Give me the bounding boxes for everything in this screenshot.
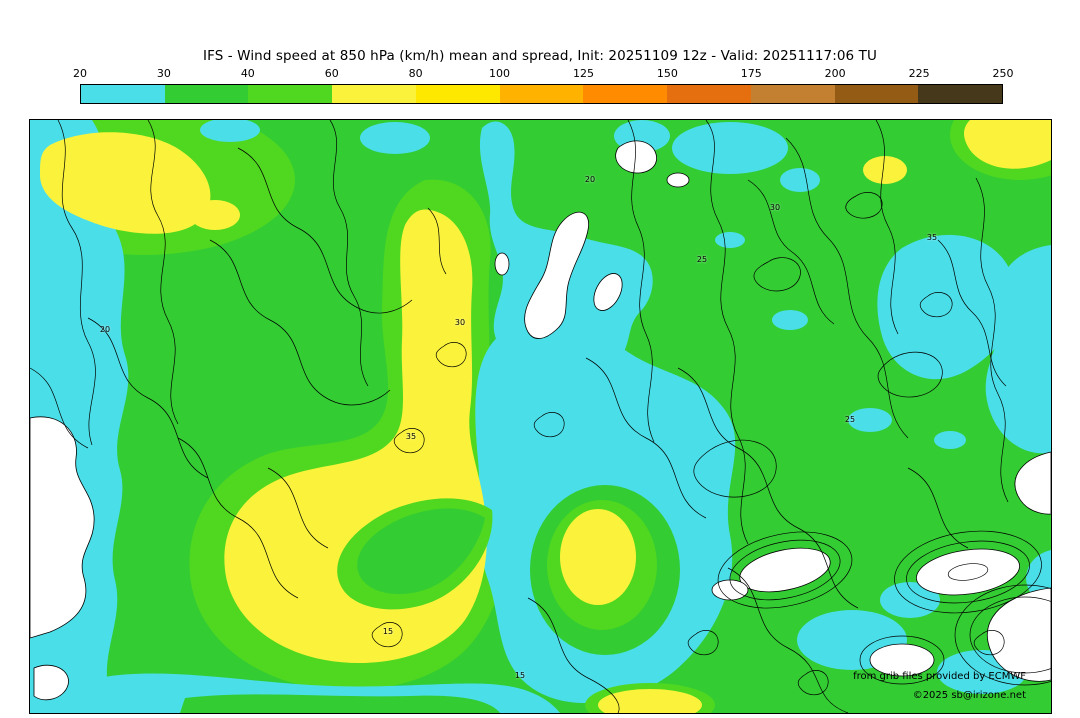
attribution-source: from grib files provided by ECMWF bbox=[853, 671, 1026, 682]
colorbar-segment bbox=[415, 85, 500, 103]
colorbar-tick-label: 30 bbox=[156, 67, 171, 80]
fill-layer-white bbox=[30, 140, 1051, 701]
colorbar-segment bbox=[583, 85, 668, 103]
contour-label: 30 bbox=[769, 203, 781, 212]
page-title: IFS - Wind speed at 850 hPa (km/h) mean … bbox=[203, 48, 877, 64]
colorbar-tick-label: 250 bbox=[992, 67, 1014, 80]
colorbar-segment bbox=[164, 85, 249, 103]
colorbar-gradient bbox=[80, 84, 1003, 104]
colorbar-segment bbox=[667, 85, 751, 103]
colorbar-segment bbox=[499, 85, 584, 103]
colorbar-segment bbox=[834, 85, 919, 103]
colorbar-tick-label: 175 bbox=[740, 67, 762, 80]
contour-label: 25 bbox=[696, 255, 708, 264]
colorbar-tick-label: 100 bbox=[489, 67, 511, 80]
attribution-copyright: ©2025 sb@irizone.net bbox=[912, 690, 1026, 701]
fill-layer-notch bbox=[337, 498, 493, 610]
colorbar: 20 30 40 60 80 100 125 150 175 200 225 250 bbox=[73, 67, 1014, 104]
contour-label: 35 bbox=[405, 432, 417, 441]
colorbar-tick-label: 125 bbox=[572, 67, 594, 80]
contour-label: 25 bbox=[844, 415, 856, 424]
colorbar-segment bbox=[750, 85, 835, 103]
map-attribution: from grib files provided by ECMWF ©2025 … bbox=[853, 667, 1026, 705]
colorbar-tick-labels: 20 30 40 60 80 100 125 150 175 200 225 250 bbox=[73, 67, 1014, 82]
colorbar-tick-label: 40 bbox=[240, 67, 255, 80]
colorbar-tick-label: 150 bbox=[656, 67, 678, 80]
colorbar-segment bbox=[248, 85, 333, 103]
colorbar-tick-label: 60 bbox=[324, 67, 339, 80]
colorbar-tick-label: 80 bbox=[408, 67, 423, 80]
colorbar-tick-label: 200 bbox=[824, 67, 846, 80]
contour-label: 15 bbox=[514, 671, 526, 680]
colorbar-segment bbox=[918, 85, 1003, 103]
contour-label: 35 bbox=[926, 233, 938, 242]
contour-label: 30 bbox=[454, 318, 466, 327]
colorbar-tick-label: 225 bbox=[908, 67, 930, 80]
contour-label: 20 bbox=[99, 325, 111, 334]
contour-label: 20 bbox=[584, 175, 596, 184]
colorbar-segment bbox=[81, 85, 165, 103]
colorbar-tick-label: 20 bbox=[73, 67, 87, 80]
colorbar-segment bbox=[332, 85, 416, 103]
wind-speed-map-canvas bbox=[30, 120, 1051, 713]
contour-label: 15 bbox=[382, 627, 394, 636]
contour-lines-layer bbox=[30, 120, 1051, 713]
map-frame: 30 35 15 20 25 30 15 35 20 25 from grib files pro… bbox=[29, 119, 1052, 714]
